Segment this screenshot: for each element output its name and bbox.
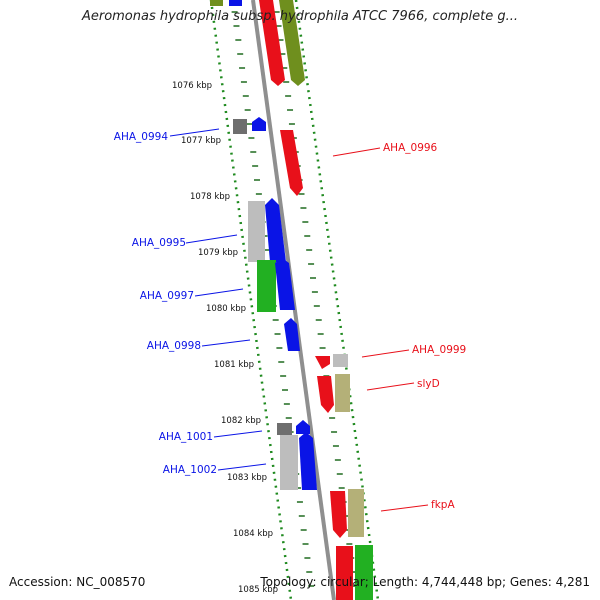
accession-label: Accession: <box>9 575 73 589</box>
gene-arrow[interactable] <box>296 420 310 434</box>
gene-feature[interactable] <box>210 0 223 6</box>
genome-stats: Topology: circular; Length: 4,744,448 bp… <box>260 575 590 589</box>
gene-arrow[interactable] <box>279 0 305 86</box>
scale-label: 1079 kbp <box>198 248 238 258</box>
gene-arrow[interactable] <box>252 117 266 131</box>
gene-label-aha-0994[interactable]: AHA_0994 <box>114 131 169 143</box>
scale-label: 1076 kbp <box>172 81 212 91</box>
page-title: Aeromonas hydrophila subsp. hydrophila A… <box>81 9 519 24</box>
scale-label: 1077 kbp <box>181 136 221 146</box>
gene-label-aha-0995[interactable]: AHA_0995 <box>132 237 186 249</box>
gene-feature[interactable] <box>335 374 350 412</box>
scale-label: 1085 kbp <box>238 585 278 595</box>
gene-feature[interactable] <box>355 545 373 600</box>
gene-feature[interactable] <box>229 0 242 6</box>
scale-label: 1078 kbp <box>190 192 230 202</box>
right-dotted-border <box>294 0 380 600</box>
gene-arrow[interactable] <box>259 0 285 86</box>
gene-label-aha-1001[interactable]: AHA_1001 <box>159 431 213 443</box>
scale-label: 1084 kbp <box>233 529 273 539</box>
gene-feature[interactable] <box>257 260 276 312</box>
gene-label-aha-0999[interactable]: AHA_0999 <box>412 344 466 356</box>
gene-arrow[interactable] <box>275 258 295 310</box>
accession-info: Accession: NC_008570 <box>9 575 145 589</box>
gene-label-aha-0998[interactable]: AHA_0998 <box>147 340 201 352</box>
gene-label-aha-0996[interactable]: AHA_0996 <box>383 142 438 154</box>
gene-arrow[interactable] <box>330 491 347 538</box>
scale-label: 1083 kbp <box>227 473 267 483</box>
gene-feature[interactable] <box>348 489 364 537</box>
gene-label-slyd[interactable]: slyD <box>417 378 440 390</box>
gene-label-aha-0997[interactable]: AHA_0997 <box>140 290 194 302</box>
gene-arrow[interactable] <box>280 130 303 196</box>
gene-arrow[interactable] <box>317 376 334 413</box>
gene-feature[interactable] <box>336 546 353 600</box>
gene-arrow[interactable] <box>299 432 317 490</box>
gene-feature[interactable] <box>277 423 292 435</box>
gene-arrow[interactable] <box>265 198 286 262</box>
gene-label-aha-1002[interactable]: AHA_1002 <box>163 464 217 476</box>
gene-feature[interactable] <box>280 435 298 490</box>
label-leader-lines <box>169 128 429 512</box>
gene-feature[interactable] <box>233 119 247 134</box>
gene-features <box>210 0 373 600</box>
gene-arrow[interactable] <box>315 356 330 369</box>
accession-value: NC_008570 <box>76 575 146 589</box>
left-dotted-border <box>209 0 293 600</box>
scale-label: 1081 kbp <box>214 360 254 370</box>
scale-label: 1082 kbp <box>221 416 261 426</box>
gene-label-fkpa[interactable]: fkpA <box>431 499 455 511</box>
gene-feature[interactable] <box>333 354 348 367</box>
gene-feature[interactable] <box>248 201 265 262</box>
gene-arrow[interactable] <box>284 318 300 351</box>
scale-label: 1080 kbp <box>206 304 246 314</box>
